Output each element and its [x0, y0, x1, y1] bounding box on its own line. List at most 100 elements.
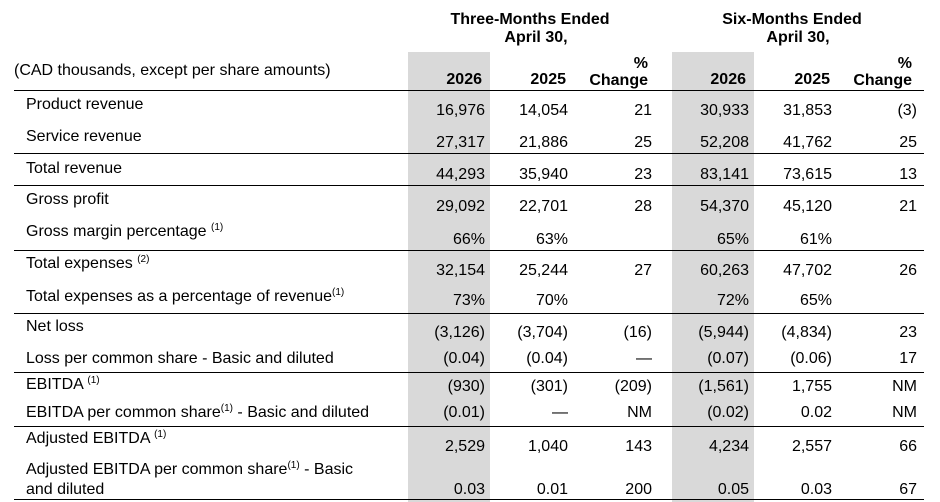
- column-header-change-line1: %: [633, 55, 648, 72]
- row-label: EBITDA (1): [26, 376, 100, 394]
- cell-2026-3m: 2,529: [444, 438, 485, 455]
- cell-2025-3m: 0.01: [536, 481, 568, 498]
- cell-2026-6m: 65%: [716, 231, 749, 248]
- column-header-2025-six-months: 2025: [794, 71, 830, 88]
- cell-change-3m: 143: [625, 438, 652, 455]
- rule-after-ebitda-per-share: [14, 426, 924, 427]
- cell-change-3m: 27: [634, 262, 652, 279]
- footnote-marker: (1): [220, 403, 233, 414]
- shaded-column-six-months-2026: [672, 52, 754, 502]
- cell-change-3m: 200: [625, 481, 652, 498]
- cell-2026-6m: 83,141: [700, 166, 749, 183]
- cell-2025-6m: 65%: [799, 292, 832, 309]
- rule-header: [14, 90, 924, 91]
- cell-2025-6m: 41,762: [783, 134, 832, 151]
- cell-2025-6m: 73,615: [783, 166, 832, 183]
- rule-after-total-revenue: [14, 185, 924, 186]
- column-header-2025-three-months: 2025: [530, 71, 566, 88]
- rule-bottom: [14, 499, 924, 500]
- cell-change-6m: 67: [899, 481, 917, 498]
- cell-2025-6m: 1,755: [791, 378, 832, 395]
- cell-change-6m: 13: [899, 166, 917, 183]
- row-label-text: Service revenue: [26, 128, 142, 145]
- cell-2026-6m: (0.07): [707, 350, 749, 367]
- row-label: Total revenue: [26, 160, 122, 178]
- row-label-text: Loss per common share - Basic and dilute…: [26, 350, 334, 367]
- cell-2025-6m: 31,853: [783, 102, 832, 119]
- cell-change-6m: 21: [899, 198, 917, 215]
- column-header-change-line2: Change: [853, 72, 912, 89]
- cell-change-3m: 21: [634, 102, 652, 119]
- cell-2025-6m: 2,557: [791, 438, 832, 455]
- row-label: Adjusted EBITDA per common share(1) - Ba…: [26, 461, 353, 499]
- cell-2025-6m: (4,834): [781, 324, 832, 341]
- rule-after-loss-per-share: [14, 372, 924, 373]
- cell-2025-3m: 1,040: [527, 438, 568, 455]
- cell-2026-6m: 52,208: [700, 134, 749, 151]
- column-header-change-six-months: % Change: [836, 55, 912, 89]
- column-header-change-line1: %: [897, 55, 912, 72]
- group-header-three-months-line2: April 30,: [504, 29, 568, 46]
- row-label: Product revenue: [26, 96, 143, 114]
- cell-2025-3m: 21,886: [519, 134, 568, 151]
- rule-after-service-revenue: [14, 153, 924, 154]
- cell-2025-6m: 47,702: [783, 262, 832, 279]
- row-label-text: Total expenses as a percentage of revenu…: [26, 288, 332, 305]
- row-label: Adjusted EBITDA (1): [26, 430, 166, 448]
- footnote-marker: (2): [137, 254, 150, 265]
- cell-change-6m: 25: [899, 134, 917, 151]
- cell-2026-6m: 60,263: [700, 262, 749, 279]
- cell-2026-3m: 44,293: [436, 166, 485, 183]
- cell-change-6m: 23: [899, 324, 917, 341]
- cell-2025-6m: 45,120: [783, 198, 832, 215]
- cell-2025-3m: 14,054: [519, 102, 568, 119]
- column-header-2026-six-months: 2026: [710, 71, 746, 88]
- cell-change-3m: 23: [634, 166, 652, 183]
- cell-change-3m: 25: [634, 134, 652, 151]
- cell-2026-6m: 4,234: [708, 438, 749, 455]
- cell-2025-3m: (301): [530, 378, 568, 395]
- row-label: EBITDA per common share(1) - Basic and d…: [26, 404, 369, 422]
- cell-change-6m: 17: [899, 350, 917, 367]
- cell-2026-6m: 72%: [716, 292, 749, 309]
- cell-2025-3m: (0.04): [526, 350, 568, 367]
- row-label-suffix: - Basic: [299, 461, 354, 478]
- cell-change-6m: 26: [899, 262, 917, 279]
- cell-change-3m: (16): [623, 324, 652, 341]
- footnote-marker: (1): [87, 375, 100, 386]
- cell-2026-6m: (1,561): [698, 378, 749, 395]
- footnote-marker: (1): [154, 429, 167, 440]
- cell-2026-3m: (930): [447, 378, 485, 395]
- row-label-text: Total revenue: [26, 160, 123, 177]
- cell-2025-6m: 0.03: [800, 481, 832, 498]
- cell-2026-6m: 54,370: [700, 198, 749, 215]
- column-header-change-three-months: % Change: [572, 55, 648, 89]
- cell-change-6m: (3): [897, 102, 917, 119]
- row-label: Total expenses as a percentage of revenu…: [26, 288, 344, 306]
- cell-2025-6m: 61%: [799, 231, 832, 248]
- cell-change-6m: 66: [899, 438, 917, 455]
- cell-2026-3m: (0.04): [443, 350, 485, 367]
- row-label-text: EBITDA: [26, 376, 83, 393]
- column-header-2026-three-months: 2026: [446, 71, 482, 88]
- row-label-text: Gross profit: [26, 191, 109, 208]
- column-header-change-line2: Change: [589, 72, 648, 89]
- row-label: Gross profit: [26, 191, 109, 209]
- row-label-text: Product revenue: [26, 96, 144, 113]
- cell-2025-3m: 35,940: [519, 166, 568, 183]
- row-label-line2: and diluted: [26, 481, 105, 498]
- cell-2026-6m: 30,933: [700, 102, 749, 119]
- cell-change-6m: NM: [892, 378, 917, 395]
- cell-2025-3m: 70%: [535, 292, 568, 309]
- footnote-marker: (1): [287, 460, 300, 471]
- group-header-six-months: Six-Months Ended April 30,: [672, 11, 912, 47]
- row-label-text: Net loss: [26, 318, 84, 335]
- cell-2025-3m: 63%: [535, 231, 568, 248]
- cell-2026-6m: 0.05: [717, 481, 749, 498]
- row-label-text: Total expenses: [26, 255, 133, 272]
- cell-2026-3m: 27,317: [436, 134, 485, 151]
- footnote-marker: (1): [331, 287, 345, 298]
- group-header-three-months-line1: Three-Months Ended: [450, 11, 610, 28]
- footnote-marker: (1): [210, 222, 224, 233]
